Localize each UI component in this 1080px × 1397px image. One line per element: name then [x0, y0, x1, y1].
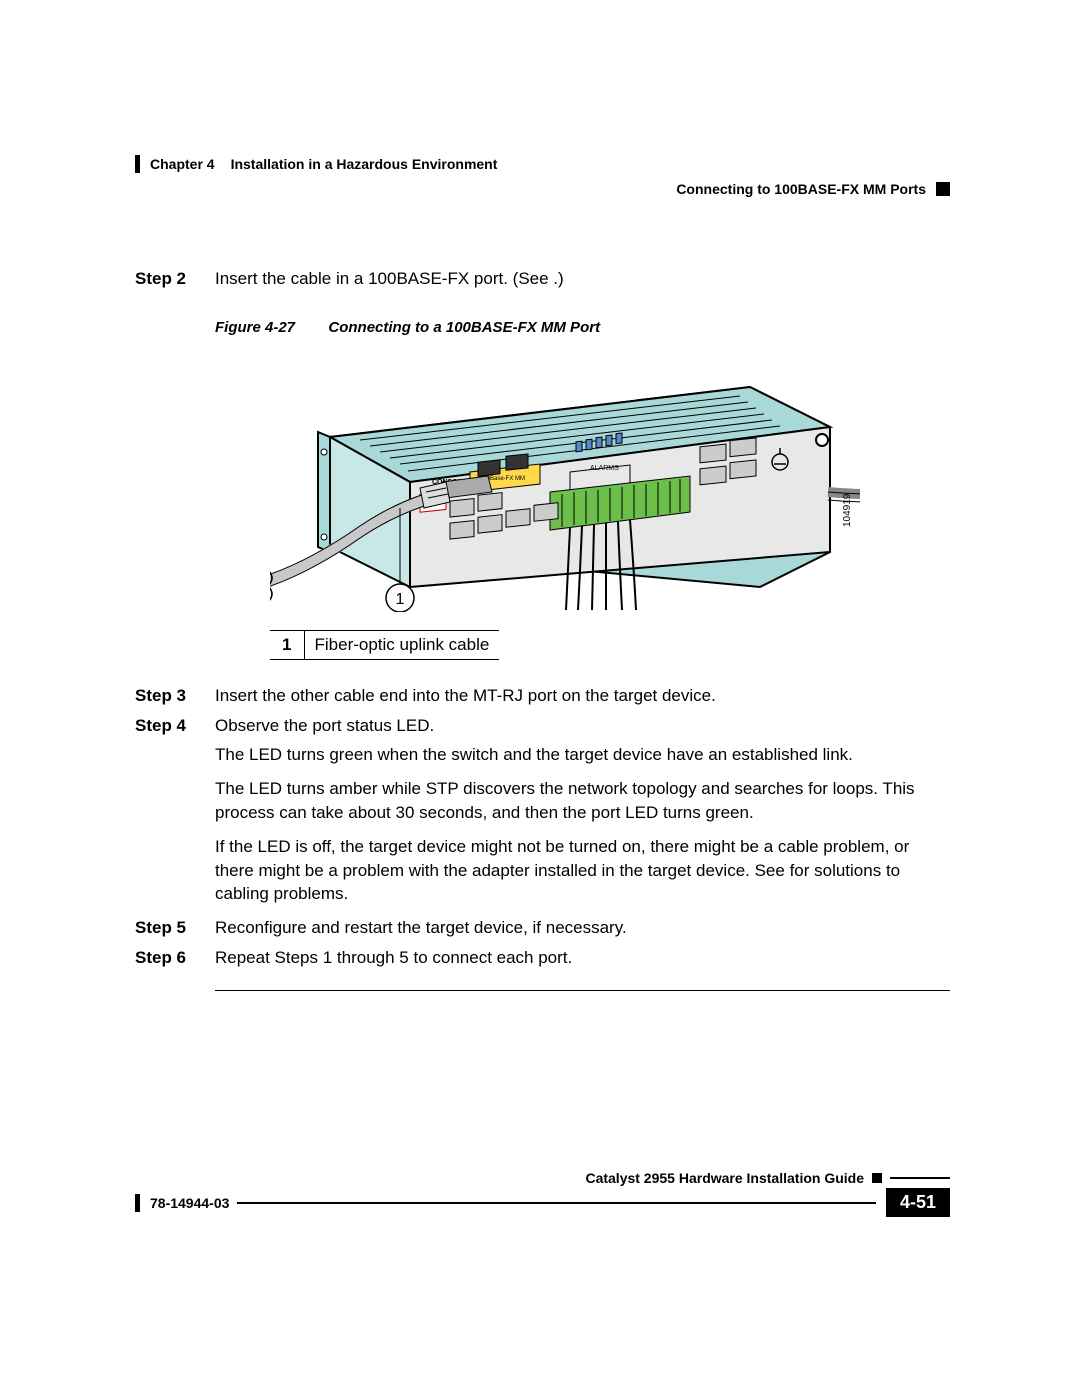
- figure-title: Connecting to a 100BASE-FX MM Port: [328, 319, 600, 336]
- step-text: Repeat Steps 1 through 5 to connect each…: [215, 946, 950, 970]
- step-6: Step 6 Repeat Steps 1 through 5 to conne…: [135, 946, 950, 970]
- paragraph: If the LED is off, the target device mig…: [215, 835, 950, 906]
- section-header: Connecting to 100BASE-FX MM Ports: [135, 181, 950, 197]
- section-rule: [215, 990, 950, 991]
- chapter-label: Chapter 4: [150, 156, 215, 172]
- step-text: Insert the cable in a 100BASE-FX port. (…: [215, 267, 950, 291]
- step-4: Step 4 Observe the port status LED.: [135, 714, 950, 738]
- section-title: Connecting to 100BASE-FX MM Ports: [676, 181, 926, 197]
- step-text: Insert the other cable end into the MT-R…: [215, 684, 950, 708]
- step-5: Step 5 Reconfigure and restart the targe…: [135, 916, 950, 940]
- figure-id: 104919: [842, 493, 853, 527]
- paragraph: The LED turns amber while STP discovers …: [215, 777, 950, 825]
- legend-num: 1: [270, 630, 304, 659]
- figure-diagram: CONSOLE 100Base-FX MM ALARMS: [270, 352, 860, 612]
- paragraph: The LED turns green when the switch and …: [215, 743, 950, 767]
- header-square-icon: [936, 182, 950, 196]
- figure-legend: 1 Fiber-optic uplink cable: [270, 630, 499, 660]
- step-3: Step 3 Insert the other cable end into t…: [135, 684, 950, 708]
- header-row: Chapter 4 Installation in a Hazardous En…: [135, 155, 950, 173]
- device-illustration: CONSOLE 100Base-FX MM ALARMS: [270, 352, 860, 612]
- footer-rule: [237, 1202, 876, 1204]
- step-label: Step 2: [135, 267, 215, 291]
- legend-row: 1 Fiber-optic uplink cable: [270, 630, 499, 659]
- step-label: Step 6: [135, 946, 215, 970]
- footer-accent-bar: [135, 1194, 140, 1212]
- doc-number: 78-14944-03: [150, 1195, 229, 1211]
- page-content: Chapter 4 Installation in a Hazardous En…: [135, 155, 950, 991]
- page-footer: Catalyst 2955 Hardware Installation Guid…: [135, 1170, 950, 1217]
- step-label: Step 3: [135, 684, 215, 708]
- header-accent-bar: [135, 155, 140, 173]
- guide-title: Catalyst 2955 Hardware Installation Guid…: [585, 1170, 864, 1186]
- footer-title-row: Catalyst 2955 Hardware Installation Guid…: [135, 1170, 950, 1186]
- figure-label: Figure 4-27: [215, 319, 295, 336]
- figure-caption: Figure 4-27 Connecting to a 100BASE-FX M…: [215, 319, 950, 336]
- footer-rule-right: [890, 1177, 950, 1179]
- page-number: 4-51: [886, 1188, 950, 1217]
- step-text: Observe the port status LED.: [215, 714, 950, 738]
- alarms-label: ALARMS: [590, 465, 619, 472]
- chapter-title: Installation in a Hazardous Environment: [231, 156, 498, 172]
- body-content: Step 2 Insert the cable in a 100BASE-FX …: [135, 267, 950, 991]
- step-text: Reconfigure and restart the target devic…: [215, 916, 950, 940]
- footer-lower-row: 78-14944-03 4-51: [135, 1188, 950, 1217]
- callout-number: 1: [396, 591, 405, 608]
- step-label: Step 5: [135, 916, 215, 940]
- step-2: Step 2 Insert the cable in a 100BASE-FX …: [135, 267, 950, 291]
- step-label: Step 4: [135, 714, 215, 738]
- legend-text: Fiber-optic uplink cable: [304, 630, 499, 659]
- footer-square-icon: [872, 1173, 882, 1183]
